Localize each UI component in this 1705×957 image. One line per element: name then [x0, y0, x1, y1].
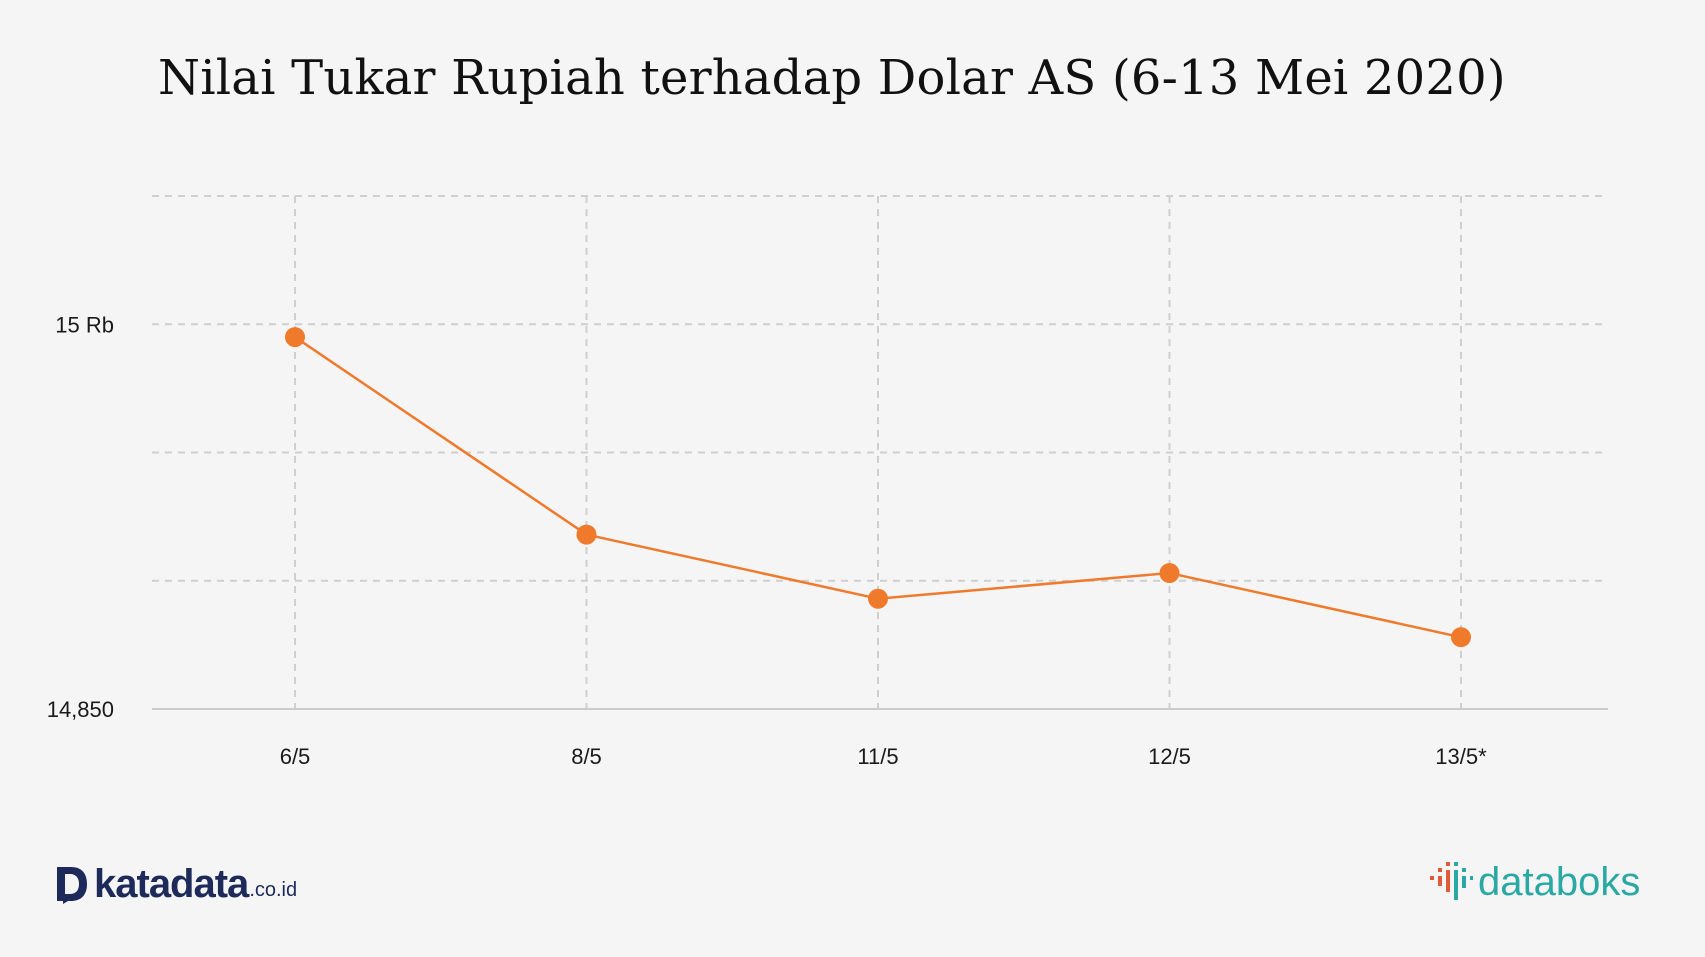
databoks-logo: databoks [1428, 858, 1640, 906]
katadata-logo: katadata .co.id [55, 860, 297, 904]
chart-labels: 14,850 15 Rb 6/5 8/5 11/5 12/5 13/5* [47, 312, 1487, 769]
x-tick-label: 6/5 [280, 744, 311, 769]
chart-grid [152, 195, 1608, 709]
data-point [1451, 627, 1471, 648]
y-tick-label: 14,850 [47, 697, 114, 722]
chart-series [285, 327, 1471, 648]
x-tick-label: 12/5 [1148, 744, 1191, 769]
x-tick-label: 11/5 [857, 744, 898, 769]
chart-title: Nilai Tukar Rupiah terhadap Dolar AS (6-… [158, 50, 1506, 106]
x-tick-label: 13/5* [1435, 744, 1487, 769]
databoks-wordmark: databoks [1478, 860, 1641, 904]
katadata-wordmark: katadata [94, 862, 249, 906]
data-point [576, 524, 597, 545]
y-tick-label: 15 Rb [55, 312, 114, 337]
databoks-bars-icon [1430, 862, 1473, 900]
katadata-d-icon [57, 867, 87, 904]
x-tick-label: 8/5 [571, 744, 602, 769]
data-point [285, 327, 305, 348]
data-point [1159, 563, 1180, 584]
katadata-domain: .co.id [249, 879, 298, 901]
data-point [868, 588, 888, 609]
